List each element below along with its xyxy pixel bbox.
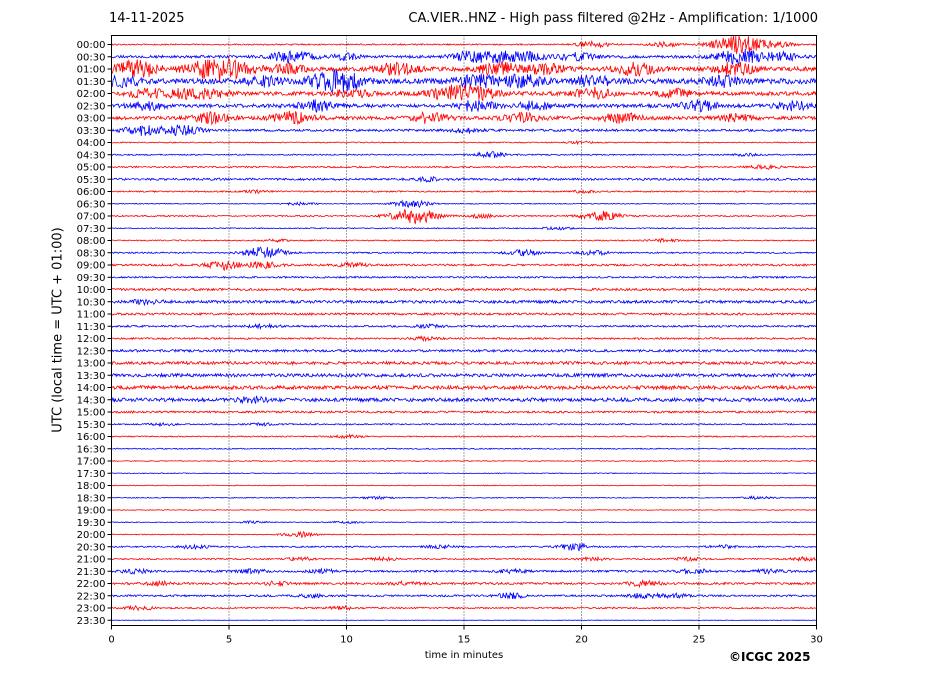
trace-0700 [111, 208, 817, 225]
y-tick-label: 03:00 [77, 114, 106, 125]
y-tick-label: 07:00 [77, 212, 106, 223]
y-tick-label: 18:00 [77, 481, 106, 492]
y-tick-label: 05:30 [77, 175, 106, 186]
trace-0030 [111, 48, 817, 67]
y-tick-label: 02:00 [77, 89, 106, 100]
chart-date: 14-11-2025 [109, 11, 185, 26]
y-tick-label: 08:30 [77, 248, 106, 259]
y-tick-label: 13:00 [77, 359, 106, 370]
trace-1000 [111, 287, 817, 292]
x-axis-ticks: 0 5 10 15 20 25 30 [108, 625, 823, 646]
x-tick-label: 20 [575, 635, 588, 646]
y-tick-label: 17:30 [77, 469, 106, 480]
trace-1430 [111, 395, 817, 405]
x-tick-label: 30 [810, 635, 823, 646]
x-tick-label: 10 [340, 635, 353, 646]
trace-1530 [111, 421, 817, 427]
x-tick-label: 15 [458, 635, 471, 646]
x-tick-label: 25 [693, 635, 706, 646]
y-tick-label: 15:30 [77, 420, 106, 431]
trace-2100 [111, 555, 817, 562]
trace-0600 [111, 189, 817, 195]
x-axis-label: time in minutes [424, 650, 504, 661]
y-tick-label: 16:30 [77, 444, 106, 455]
y-tick-label: 01:30 [77, 77, 106, 88]
y-tick-label: 09:00 [77, 261, 106, 272]
trace-0430 [111, 151, 817, 159]
y-tick-label: 12:30 [77, 346, 106, 357]
y-tick-label: 20:30 [77, 542, 106, 553]
y-tick-label: 04:00 [77, 138, 106, 149]
trace-0400 [111, 139, 817, 146]
trace-2200 [111, 579, 817, 589]
y-tick-label: 18:30 [77, 493, 106, 504]
y-tick-label: 16:00 [77, 432, 106, 443]
y-tick-label: 22:00 [77, 579, 106, 590]
y-tick-label: 21:30 [77, 567, 106, 578]
trace-0800 [111, 237, 817, 244]
chart-title: CA.VIER..HNZ - High pass filtered @2Hz -… [408, 11, 818, 26]
y-tick-label: 17:00 [77, 457, 106, 468]
y-tick-label: 05:00 [77, 163, 106, 174]
y-tick-label: 13:30 [77, 371, 106, 382]
trace-0900 [111, 260, 817, 272]
trace-0930 [111, 275, 817, 279]
y-tick-label: 23:00 [77, 604, 106, 615]
y-tick-label: 14:00 [77, 383, 106, 394]
trace-1730 [111, 472, 817, 475]
y-tick-label: 06:30 [77, 199, 106, 210]
x-tick-label: 0 [108, 635, 114, 646]
y-tick-label: 02:30 [77, 101, 106, 112]
x-tick-label: 5 [226, 635, 232, 646]
y-tick-label: 09:30 [77, 273, 106, 284]
trace-1100 [111, 311, 817, 317]
y-tick-label: 07:30 [77, 224, 106, 235]
trace-1700 [111, 460, 817, 462]
trace-1130 [111, 322, 817, 331]
y-tick-label: 23:30 [77, 616, 106, 627]
y-tick-label: 15:00 [77, 408, 106, 419]
seismic-traces [111, 35, 817, 621]
time-gridlines [228, 35, 700, 626]
y-tick-label: 20:00 [77, 530, 106, 541]
y-tick-label: 14:30 [77, 395, 106, 406]
y-tick-label: 01:00 [77, 65, 106, 76]
trace-2030 [111, 542, 817, 552]
trace-1500 [111, 409, 817, 414]
y-tick-label: 08:00 [77, 236, 106, 247]
y-tick-label: 04:30 [77, 150, 106, 161]
y-tick-label: 19:00 [77, 506, 106, 517]
y-tick-label: 19:30 [77, 518, 106, 529]
y-tick-label: 00:30 [77, 52, 106, 63]
y-tick-label: 06:00 [77, 187, 106, 198]
trace-0500 [111, 163, 817, 170]
y-tick-label: 11:30 [77, 322, 106, 333]
y-tick-label: 12:00 [77, 334, 106, 345]
y-tick-label: 00:00 [77, 40, 106, 51]
trace-0100 [111, 57, 817, 83]
trace-0230 [111, 99, 817, 114]
plot-frame [111, 35, 817, 626]
trace-1600 [111, 433, 817, 440]
y-tick-label: 22:30 [77, 591, 106, 602]
y-tick-label: 21:00 [77, 555, 106, 566]
y-axis-label: UTC (local time = UTC + 01:00) [50, 227, 66, 433]
trace-2000 [111, 530, 817, 539]
y-tick-label: 11:00 [77, 310, 106, 321]
y-tick-label: 03:30 [77, 126, 106, 137]
copyright-notice: ©ICGC 2025 [729, 650, 811, 664]
y-tick-label: 10:00 [77, 285, 106, 296]
y-tick-label: 10:30 [77, 297, 106, 308]
trace-0130 [111, 69, 817, 95]
trace-2230 [111, 591, 817, 600]
trace-0200 [111, 84, 817, 102]
trace-1630 [111, 447, 817, 450]
